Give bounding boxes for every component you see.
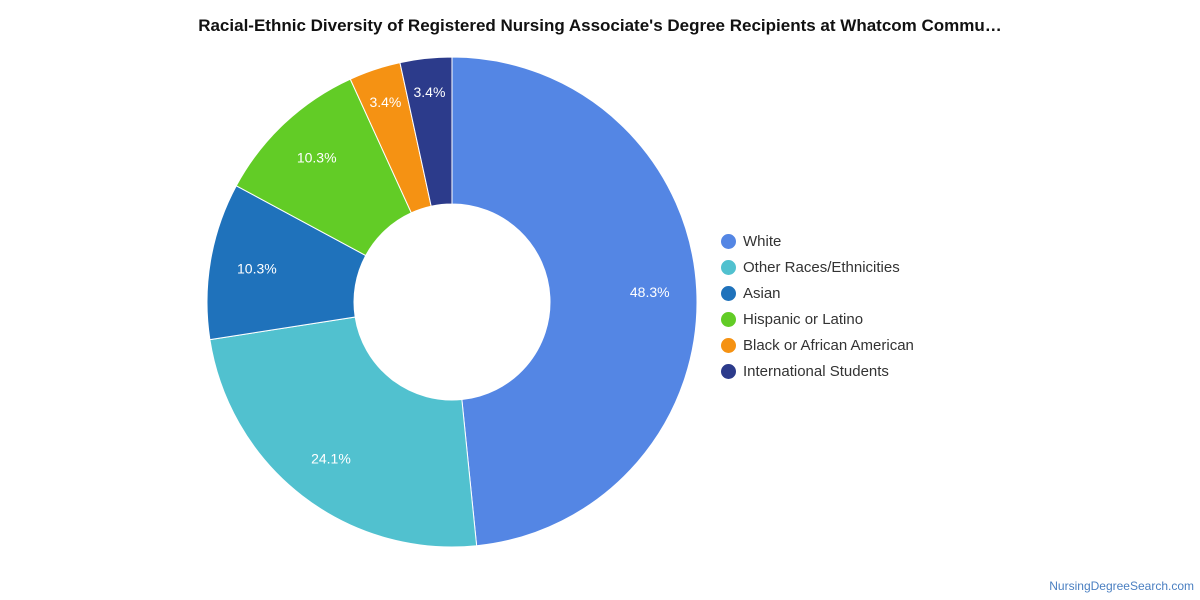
- data-label-international-students: 3.4%: [413, 84, 445, 100]
- chart-title: Racial-Ethnic Diversity of Registered Nu…: [198, 16, 1002, 35]
- legend-item-hispanic-or-latino[interactable]: Hispanic or Latino: [721, 306, 914, 332]
- legend-label: Hispanic or Latino: [743, 310, 864, 328]
- legend-swatch: [721, 259, 736, 275]
- data-label-hispanic-or-latino: 10.3%: [297, 149, 337, 165]
- legend-swatch: [721, 337, 736, 353]
- legend-swatch: [721, 285, 736, 301]
- data-label-black-or-african-american: 3.4%: [369, 94, 401, 110]
- slice-other-races-ethnicities[interactable]: [209, 316, 478, 548]
- donut-slices: [206, 56, 698, 548]
- legend-item-other-races-ethnicities[interactable]: Other Races/Ethnicities: [721, 254, 914, 280]
- legend-label: Other Races/Ethnicities: [743, 258, 900, 276]
- legend-swatch: [721, 363, 736, 379]
- slice-international-students[interactable]: [399, 56, 453, 207]
- legend-label: Asian: [743, 284, 781, 302]
- legend-swatch: [721, 311, 736, 327]
- slice-hispanic-or-latino[interactable]: [235, 78, 412, 257]
- slice-asian[interactable]: [206, 185, 367, 341]
- legend-swatch: [721, 233, 736, 249]
- data-label-asian: 10.3%: [237, 261, 277, 277]
- legend-item-international-students[interactable]: International Students: [721, 358, 914, 384]
- legend-item-white[interactable]: White: [721, 228, 914, 254]
- data-label-white: 48.3%: [630, 284, 670, 300]
- legend-item-black-or-african-american[interactable]: Black or African American: [721, 332, 914, 358]
- source-credit-link[interactable]: NursingDegreeSearch.com: [1049, 579, 1194, 593]
- data-label-other-races-ethnicities: 24.1%: [311, 451, 351, 467]
- legend-label: International Students: [743, 362, 889, 380]
- chart-legend: White Other Races/Ethnicities Asian Hispani…: [721, 228, 914, 384]
- legend-label: Black or African American: [743, 336, 914, 354]
- slice-white[interactable]: [451, 56, 698, 547]
- legend-item-asian[interactable]: Asian: [721, 280, 914, 306]
- donut-data-labels: 48.3% 24.1% 10.3% 10.3% 3.4% 3.4%: [237, 84, 670, 466]
- legend-label: White: [743, 232, 782, 250]
